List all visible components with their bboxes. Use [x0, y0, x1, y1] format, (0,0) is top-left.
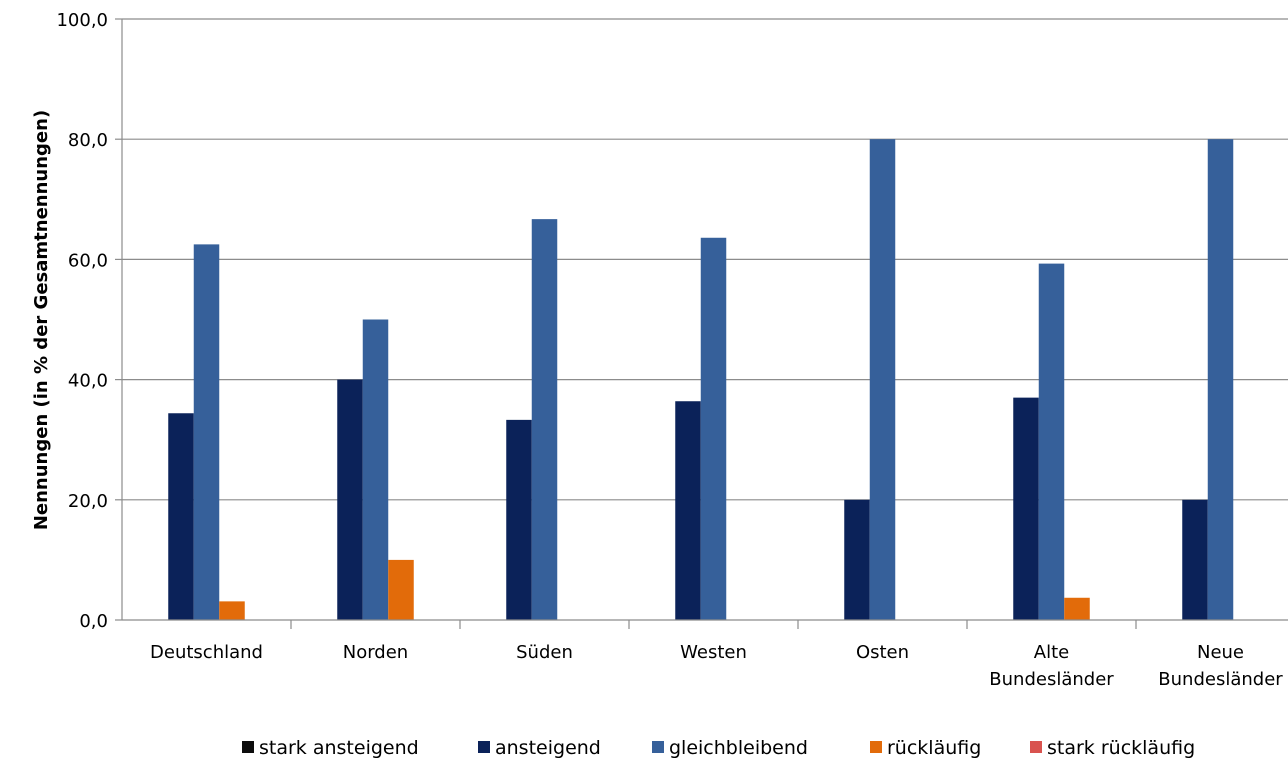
- legend: stark ansteigend ansteigend gleichbleibend…: [242, 737, 1195, 759]
- x-tick-label: Westen: [680, 642, 747, 663]
- legend-swatch: [478, 741, 490, 753]
- legend-label: rückläufig: [887, 737, 981, 759]
- legend-swatch: [652, 741, 664, 753]
- bar: [675, 401, 701, 620]
- legend-label: gleichbleibend: [669, 737, 808, 759]
- bar: [1013, 397, 1039, 620]
- y-tick-label: 100,0: [56, 10, 108, 31]
- bar: [1182, 499, 1208, 620]
- y-tick-label: 40,0: [68, 371, 108, 392]
- legend-label: ansteigend: [495, 737, 601, 759]
- y-tick-label: 80,0: [68, 130, 108, 151]
- x-tick-label: Norden: [343, 642, 408, 663]
- y-tick-label: 60,0: [68, 250, 108, 271]
- bar: [362, 319, 389, 620]
- x-tick-label: Süden: [516, 642, 573, 663]
- bar: [1207, 139, 1234, 620]
- x-tick-label: Osten: [856, 642, 909, 663]
- legend-label: stark ansteigend: [259, 737, 419, 759]
- bar: [1064, 597, 1090, 620]
- legend-swatch: [870, 741, 882, 753]
- x-tick-label: Alte Bundesländer: [989, 642, 1114, 690]
- bar: [337, 379, 363, 620]
- y-tick-label: 0,0: [79, 611, 108, 632]
- x-tick-label: Neue Bundesländer: [1158, 642, 1283, 690]
- bar: [388, 559, 414, 620]
- legend-swatch: [1030, 741, 1042, 753]
- legend-label: stark rückläufig: [1047, 737, 1195, 759]
- bar: [844, 499, 870, 620]
- bar: [506, 419, 532, 620]
- bar: [168, 413, 194, 620]
- bar: [219, 601, 245, 620]
- bar: [531, 219, 558, 620]
- legend-swatch: [242, 741, 254, 753]
- y-tick-labels: 0,0 20,0 40,0 60,0 80,0 100,0: [56, 10, 108, 632]
- bars: [168, 139, 1234, 620]
- axes: [115, 18, 1288, 629]
- y-tick-label: 20,0: [68, 491, 108, 512]
- x-tick-labels: Deutschland Norden Süden Westen Osten Alte Bun…: [150, 642, 1283, 690]
- bar: [700, 237, 727, 620]
- bar: [193, 244, 220, 620]
- bar: [869, 139, 896, 620]
- bar: [1038, 263, 1065, 620]
- y-axis-label: Nennungen (in % der Gesamtnennungen): [31, 110, 52, 530]
- x-tick-label: Deutschland: [150, 642, 263, 663]
